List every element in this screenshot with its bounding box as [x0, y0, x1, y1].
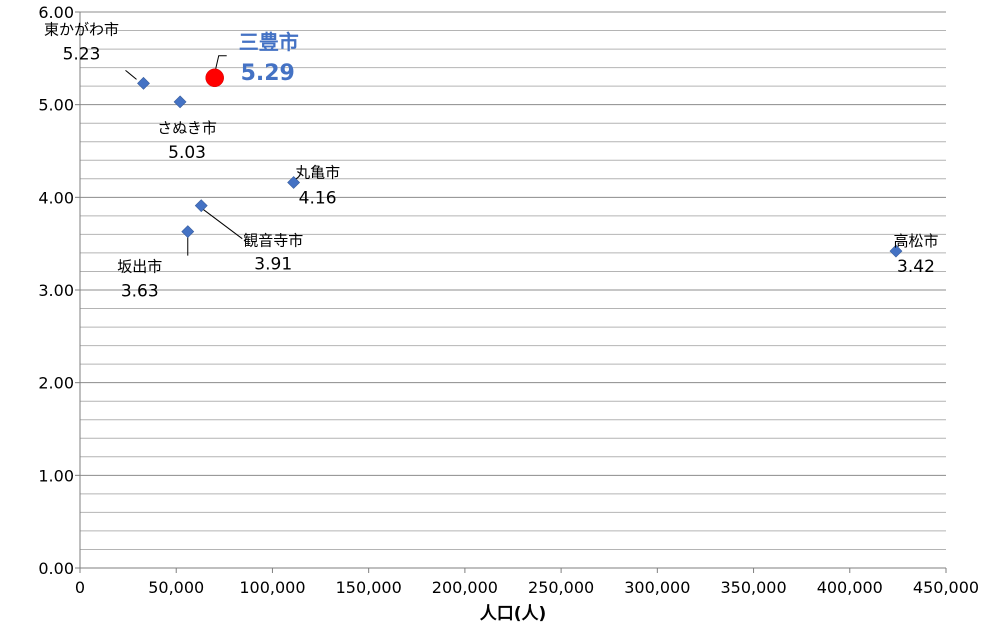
data-point: [287, 176, 301, 189]
y-tick-label: 1.00: [38, 466, 74, 485]
y-tick-label: 2.00: [38, 374, 74, 393]
x-tick-label: 150,000: [336, 578, 402, 597]
highlight-point: [205, 68, 224, 88]
x-tick-label: 450,000: [913, 578, 979, 597]
x-axis-label: 人口(人): [480, 604, 547, 624]
data-points: [137, 68, 903, 258]
data-point: [137, 76, 150, 90]
point-value-label: 3.91: [254, 255, 292, 275]
data-point: [889, 244, 903, 258]
highlight-value-label: 5.29: [241, 61, 295, 86]
point-value-label: 3.63: [121, 282, 159, 302]
point-name-label: 坂出市: [117, 258, 162, 276]
x-tick-label: 0: [75, 578, 85, 597]
leader-lines: [125, 55, 243, 256]
y-tick-labels: 0.00 1.00 2.00 3.00 4.00 5.00 6.00: [38, 3, 74, 578]
point-name-label: 観音寺市: [243, 232, 303, 250]
data-point: [173, 95, 187, 109]
y-tick-label: 4.00: [38, 188, 74, 207]
x-tick-label: 300,000: [624, 578, 690, 597]
highlight-name-label: 三豊市: [239, 30, 299, 54]
point-name-label: さぬき市: [157, 119, 217, 137]
x-tick-label: 400,000: [817, 578, 883, 597]
point-value-label: 4.16: [299, 189, 337, 209]
data-point: [194, 199, 208, 213]
point-name-label: 東かがわ市: [44, 20, 119, 38]
x-tick-label: 200,000: [432, 578, 498, 597]
leader-line: [125, 69, 137, 80]
y-tick-label: 5.00: [38, 96, 74, 115]
data-labels: 東かがわ市 5.23 さぬき市 5.03 丸亀市 4.16 観音寺市 3.91 坂出市 3.63 高…: [44, 20, 938, 301]
y-tick-label: 6.00: [38, 3, 74, 22]
x-tick-labels: 0 50,000 100,000 150,000 200,000 250,000 300,0…: [75, 578, 979, 597]
y-tick-label: 0.00: [38, 559, 74, 578]
data-point: [181, 225, 195, 239]
y-tick-label: 3.00: [38, 281, 74, 300]
x-tick-label: 100,000: [239, 578, 305, 597]
point-value-label: 5.03: [168, 143, 206, 163]
axes: [75, 11, 947, 573]
x-tick-label: 250,000: [528, 578, 594, 597]
leader-line: [201, 208, 243, 240]
x-tick-label: 350,000: [720, 578, 786, 597]
x-tick-label: 50,000: [148, 578, 204, 597]
point-name-label: 高松市: [893, 232, 938, 250]
point-value-label: 5.23: [63, 44, 101, 64]
point-name-label: 丸亀市: [295, 164, 340, 182]
grid-lines: [80, 11, 946, 550]
leader-line: [215, 55, 227, 69]
point-value-label: 3.42: [897, 257, 935, 277]
